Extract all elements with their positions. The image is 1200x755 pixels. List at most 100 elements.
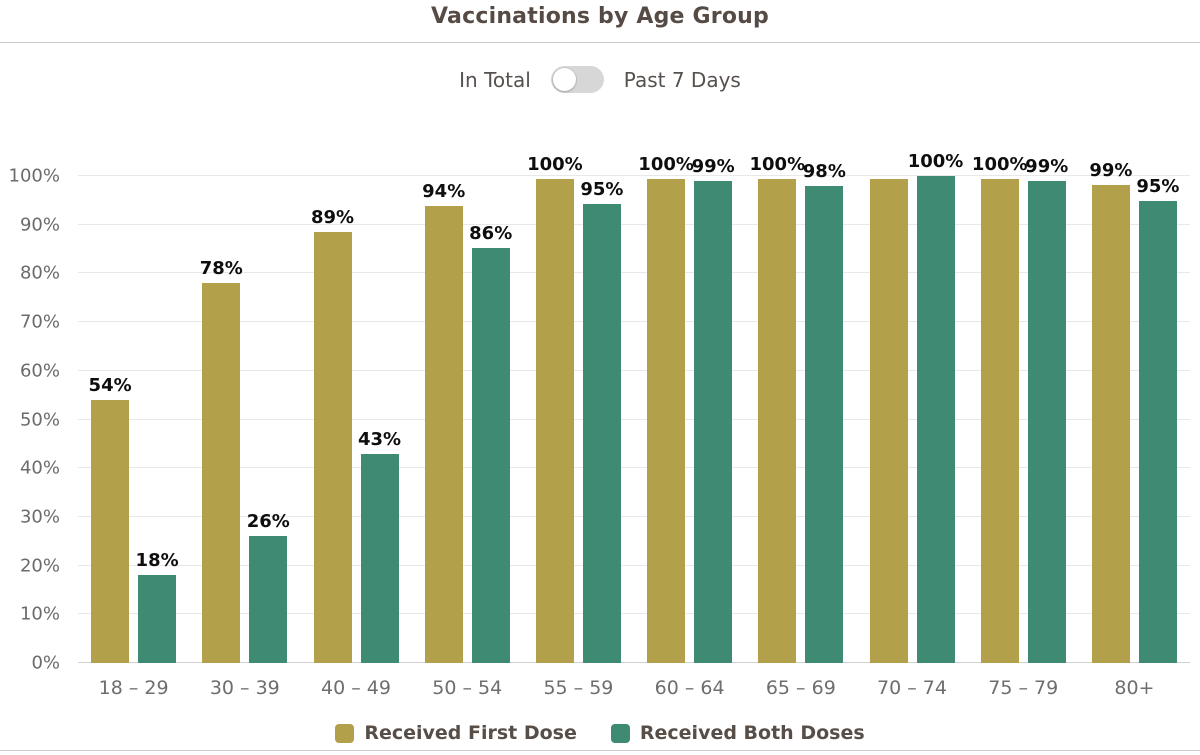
header: Vaccinations by Age Group: [0, 0, 1200, 29]
bar-value-label: 43%: [357, 428, 402, 450]
bar-group: 100%: [856, 151, 967, 663]
y-axis-tick-label: 50%: [19, 409, 60, 430]
bar-both-doses[interactable]: 100%: [908, 151, 963, 663]
period-toggle-row: In Total Past 7 Days: [0, 66, 1200, 93]
bar-group: 100% 95%: [523, 154, 634, 663]
gridline: [78, 418, 1190, 420]
legend-item-label: Received First Dose: [364, 722, 577, 744]
bar-value-label: 86%: [469, 223, 513, 245]
y-axis-tick-label: 20%: [19, 555, 60, 577]
bar-value-label: 99%: [1089, 160, 1133, 182]
gridline: [78, 613, 1190, 615]
x-axis-label: 60 – 64: [654, 677, 725, 699]
bar-value-label: 18%: [135, 550, 179, 572]
footer-divider: [0, 750, 1200, 751]
bar-value-label: 100%: [907, 151, 964, 172]
y-axis-tick-label: 60%: [19, 360, 60, 382]
x-axis-label: 40 – 49: [321, 677, 391, 699]
y-axis: 0% 10% 20% 30% 40% 50% 60% 70% 80% 90% 100%: [0, 166, 60, 674]
y-axis-tick-label: 70%: [19, 311, 60, 333]
x-axis-label: 30 – 39: [209, 677, 280, 699]
bar-both-doses[interactable]: 98%: [803, 161, 846, 663]
gridline: [78, 564, 1190, 566]
bar-first-dose[interactable]: 78%: [200, 258, 243, 663]
gridline: [78, 662, 1190, 663]
legend-item-label: Received Both Doses: [639, 722, 865, 744]
bar-both-doses[interactable]: 43%: [358, 429, 401, 663]
bar-value-label: 26%: [246, 511, 290, 533]
toggle-knob-icon: [552, 68, 576, 91]
bar-value-label: 100%: [638, 153, 694, 175]
legend: Received First Dose Received Both Doses: [0, 722, 1200, 744]
x-axis-label: 75 – 79: [988, 677, 1059, 699]
bar-value-label: 54%: [88, 375, 132, 397]
y-axis-tick-label: 100%: [8, 165, 60, 187]
toggle-label-past-7-days[interactable]: Past 7 Days: [623, 67, 741, 92]
x-axis-label: 50 – 54: [432, 677, 503, 699]
page-title: Vaccinations by Age Group: [431, 4, 769, 29]
bar-first-dose[interactable]: 94%: [422, 181, 465, 663]
bar-first-dose[interactable]: 89%: [311, 207, 354, 663]
x-axis-label: 70 – 74: [877, 677, 947, 699]
bar-group: 100% 98%: [745, 154, 856, 663]
x-axis-label: 18 – 29: [98, 677, 169, 699]
gridline: [78, 369, 1190, 371]
header-divider: [0, 42, 1200, 43]
gridline: [78, 467, 1190, 469]
bar-group: 78% 26%: [189, 176, 300, 663]
bar-first-dose[interactable]: [869, 178, 908, 663]
bar-value-label: 95%: [1136, 175, 1180, 197]
bar-value-label: 100%: [527, 154, 583, 176]
period-toggle-switch[interactable]: [550, 66, 604, 93]
bar-both-doses[interactable]: 18%: [136, 550, 179, 663]
legend-swatch-icon: [610, 723, 630, 743]
bar-both-doses[interactable]: 95%: [580, 179, 623, 663]
bar-first-dose[interactable]: 100%: [972, 154, 1028, 663]
gridline: [78, 515, 1190, 517]
y-axis-tick-label: 10%: [19, 603, 60, 625]
bar-first-dose[interactable]: 100%: [750, 154, 805, 663]
bar-both-doses[interactable]: 86%: [469, 223, 512, 663]
bar-value-label: 98%: [802, 161, 846, 183]
bar-value-label: 100%: [749, 153, 806, 175]
x-axis-label: 65 – 69: [765, 677, 836, 699]
bar-first-dose[interactable]: 100%: [527, 154, 583, 663]
bar-value-label: 95%: [580, 179, 624, 201]
bar-both-doses[interactable]: 95%: [1136, 176, 1179, 663]
gridline: [78, 321, 1190, 323]
y-axis-tick-label: 80%: [19, 262, 60, 284]
legend-item-both-doses[interactable]: Received Both Doses: [610, 722, 865, 744]
x-axis: 18 – 29 30 – 39 40 – 49 50 – 54 55 – 59 60 – …: [78, 677, 1190, 699]
bar-value-label: 99%: [1025, 155, 1069, 177]
y-axis-tick-label: 30%: [19, 506, 60, 528]
legend-item-first-dose[interactable]: Received First Dose: [335, 722, 577, 744]
bar-value-label: 100%: [971, 153, 1028, 175]
legend-swatch-icon: [335, 723, 355, 743]
bar-both-doses[interactable]: 99%: [692, 156, 735, 663]
bars-container: 54% 18% 78% 26% 89% 43% 94% 86% 100% 95% 100% 99% 10…: [78, 151, 1190, 663]
bar-group: 100% 99%: [968, 154, 1079, 663]
bar-group: 54% 18%: [78, 176, 189, 663]
bar-group: 89% 43%: [300, 176, 411, 663]
bar-first-dose[interactable]: 54%: [89, 375, 132, 663]
x-axis-label: 80+: [1114, 677, 1155, 699]
bar-group: 99% 95%: [1079, 160, 1190, 663]
gridline: [78, 175, 1190, 176]
bar-value-label: 94%: [422, 181, 466, 203]
bar-first-dose[interactable]: 99%: [1089, 160, 1132, 663]
y-axis-tick-label: 40%: [19, 457, 60, 479]
y-axis-tick-label: 0%: [31, 652, 60, 674]
bar-value-label: 99%: [691, 155, 735, 177]
bar-first-dose[interactable]: 100%: [638, 154, 694, 663]
x-axis-label: 55 – 59: [543, 677, 614, 699]
bar-both-doses[interactable]: 99%: [1025, 156, 1068, 663]
toggle-label-in-total[interactable]: In Total: [459, 67, 531, 92]
bar-group: 94% 86%: [412, 176, 523, 663]
bar-both-doses[interactable]: 26%: [247, 511, 290, 663]
gridline: [78, 272, 1190, 274]
gridline: [78, 223, 1190, 225]
bar-group: 100% 99%: [634, 154, 745, 663]
bar-value-label: 78%: [199, 258, 243, 280]
plot-area: 54% 18% 78% 26% 89% 43% 94% 86% 100% 95% 100% 99% 10…: [78, 151, 1190, 663]
